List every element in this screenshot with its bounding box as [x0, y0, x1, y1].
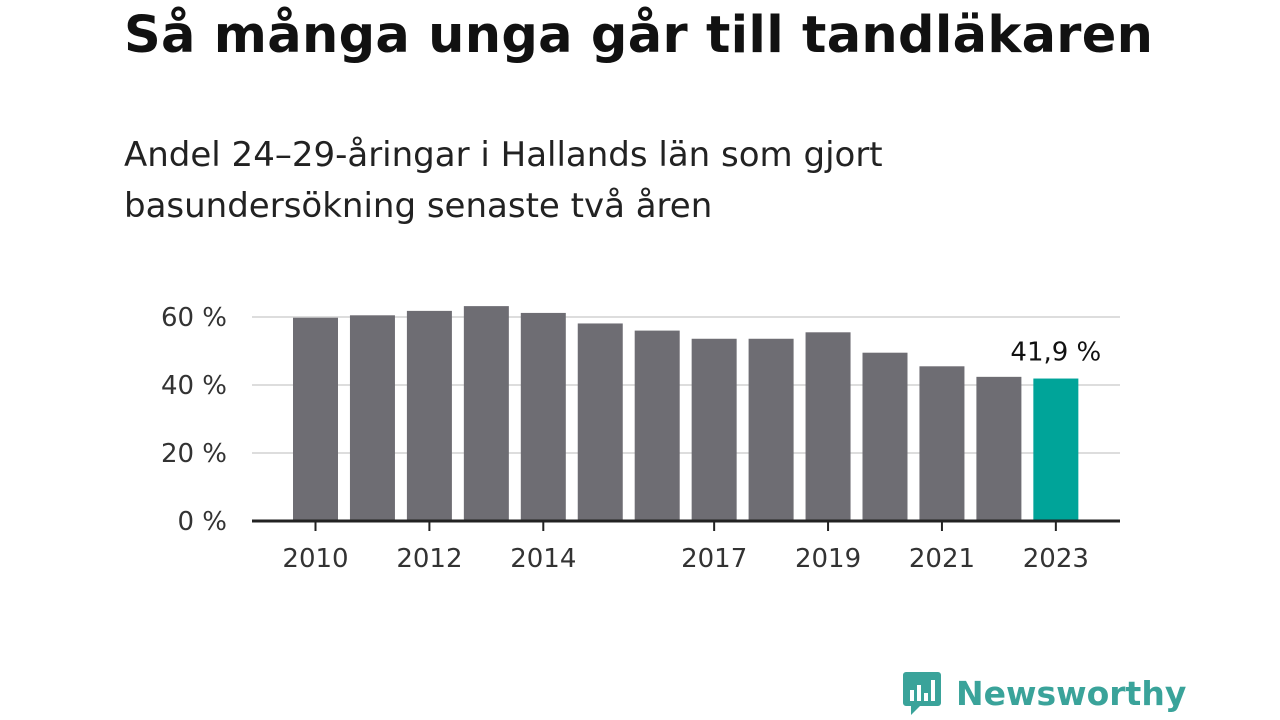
bar-2014 — [520, 312, 566, 521]
y-tick-label: 0 % — [177, 507, 227, 537]
bar-2021 — [919, 366, 965, 521]
x-tick-label: 2010 — [282, 544, 348, 574]
bar-2010 — [293, 317, 338, 521]
newsworthy-logo-icon — [903, 672, 941, 715]
y-tick-label: 40 % — [161, 371, 227, 401]
bar-2015 — [577, 323, 623, 521]
bar-2022 — [976, 376, 1022, 521]
bar-2012 — [406, 310, 452, 521]
y-tick-label: 60 % — [161, 303, 227, 333]
newsworthy-logo: Newsworthy — [902, 670, 1186, 716]
x-tick-label: 2021 — [909, 544, 975, 574]
x-tick-label: 2017 — [681, 544, 747, 574]
bar-2020 — [862, 352, 908, 521]
bar-2013 — [463, 306, 509, 521]
bar-2011 — [349, 315, 395, 521]
y-tick-label: 20 % — [161, 439, 227, 469]
bar-2018 — [748, 338, 794, 521]
x-tick-label: 2012 — [396, 544, 462, 574]
bar-2017 — [691, 338, 737, 521]
chart-title: Så många unga går till tandläkaren — [124, 6, 1154, 65]
bar-2016 — [634, 330, 680, 521]
data-label-2023: 41,9 % — [1010, 338, 1101, 368]
bar-2023 — [1033, 378, 1079, 521]
x-tick-label: 2023 — [1023, 544, 1089, 574]
chart-subtitle: Andel 24–29-åringar i Hallands län som g… — [124, 135, 883, 226]
x-tick-label: 2019 — [795, 544, 861, 574]
brand-name: Newsworthy — [956, 673, 1187, 713]
bar-2019 — [805, 332, 851, 521]
x-tick-label: 2014 — [510, 544, 576, 574]
